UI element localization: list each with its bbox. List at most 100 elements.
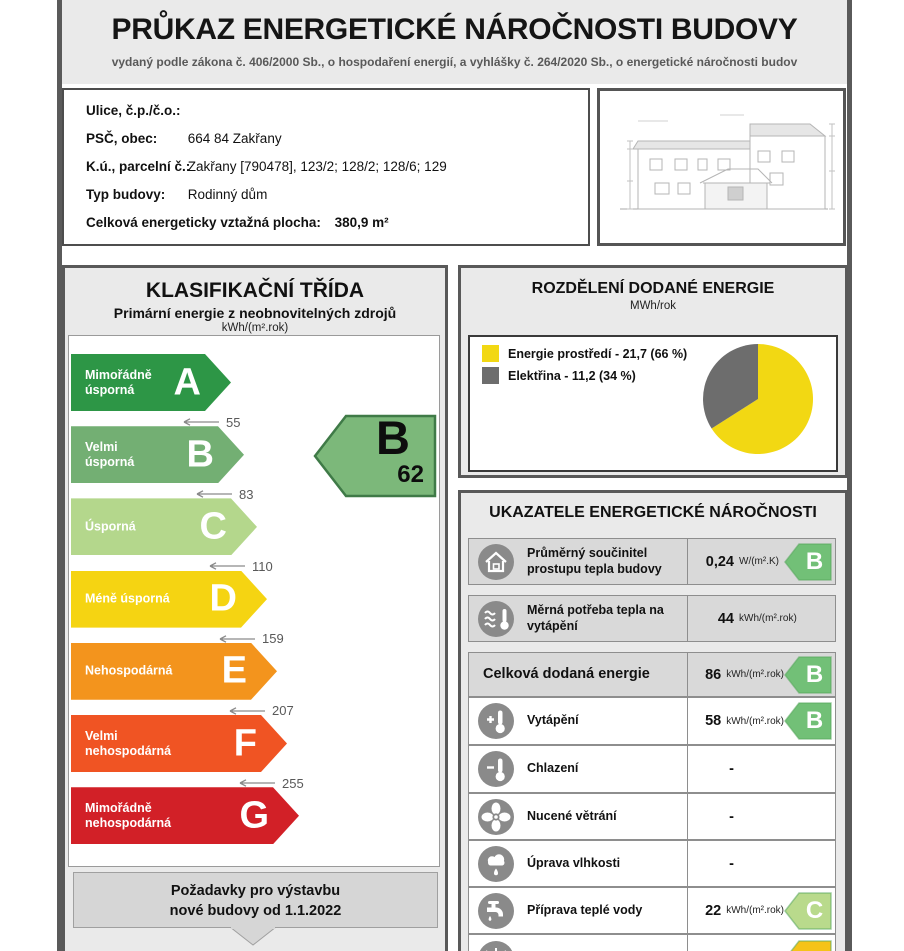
indicator-label: Měrná potřeba tepla na vytápění (527, 602, 664, 633)
info-value: 664 84 Zakřany (187, 131, 282, 146)
info-row: Ulice, č.p./č.o.: (86, 103, 588, 119)
row-divider (687, 888, 688, 933)
class-description: Velmi nehospodárná (85, 728, 172, 758)
left-arrow-icon (219, 634, 255, 643)
indicators-panel: UKAZATELE ENERGETICKÉ NÁROČNOSTI Průměrn… (458, 490, 848, 951)
page-title: PRŮKAZ ENERGETICKÉ NÁROČNOSTI BUDOVY (111, 13, 798, 46)
building-class-letter: B (376, 411, 410, 464)
pie-legend: Energie prostředí - 21,7 (66 %) Elektřin… (482, 345, 687, 389)
info-value: Rodinný dům (187, 187, 268, 202)
indicator-label: Příprava teplé vody (527, 902, 643, 917)
requirements-line-2: nové budovy od 1.1.2022 (169, 903, 342, 919)
indicator-row: Průměrný součinitel prostupu tepla budov… (468, 538, 836, 585)
indicator-value-cell: - (688, 841, 835, 886)
energy-split-unit: MWh/rok (630, 300, 676, 312)
rating-badge: B (784, 655, 832, 694)
page-frame-right (847, 0, 852, 951)
info-row: K.ú., parcelní č.: Zakřany [790478], 123… (86, 159, 588, 175)
row-divider (687, 746, 688, 792)
building-drawing-box (597, 88, 846, 246)
thermometer-plus-icon (478, 703, 514, 739)
left-arrow-icon (239, 779, 275, 787)
rating-badge (784, 940, 832, 951)
class-threshold: 255 (233, 775, 304, 791)
rating-badge: C (784, 891, 832, 930)
class-arrow-c: Úsporná C (71, 498, 257, 555)
requirements-pointer-icon (230, 927, 276, 946)
class-arrow-d: Méně úsporná D (71, 571, 267, 628)
left-arrow-icon (209, 562, 245, 571)
pie-slice (711, 344, 814, 454)
indicator-value-cell: 58 kWh/(m².rok) B (688, 698, 835, 744)
class-description: Nehospodárná (85, 663, 173, 678)
indicator-value: 22 (705, 902, 722, 919)
indicators-title: UKAZATELE ENERGETICKÉ NÁROČNOSTI (489, 504, 817, 521)
classification-scale: Mimořádně úsporná A 55 Velmi úsporná B 8… (68, 335, 440, 867)
class-description: Mimořádně úsporná (85, 367, 152, 397)
indicator-value-cell (688, 935, 835, 951)
lightbulb-icon (478, 941, 514, 951)
row-divider (687, 794, 688, 839)
pie-slice (703, 344, 758, 429)
indicator-label: Vytápění (527, 713, 579, 728)
classification-title: KLASIFIKAČNÍ TŘÍDA (145, 279, 365, 302)
class-description: Velmi úsporná (85, 439, 135, 469)
pie-chart (702, 343, 814, 455)
indicator-unit: kWh/(m².rok) (726, 669, 784, 680)
rating-badge-letter: C (805, 896, 824, 924)
class-arrow-a: Mimořádně úsporná A (71, 354, 231, 411)
page-subtitle: vydaný podle zákona č. 406/2000 Sb., o h… (111, 55, 798, 69)
indicator-row: Měrná potřeba tepla na vytápění 44 kWh/(… (468, 595, 836, 642)
class-arrow-e: Nehospodárná E (71, 643, 277, 700)
class-letter: D (209, 577, 237, 620)
class-description: Mimořádně nehospodárná (85, 800, 172, 830)
info-label: Ulice, č.p./č.o.: (86, 103, 181, 118)
indicator-row: Chlazení - (468, 745, 836, 793)
rating-badge-letter: B (805, 707, 824, 734)
legend-label: Energie prostředí - 21,7 (66 %) (508, 346, 688, 361)
indicator-value: 86 (705, 666, 722, 683)
threshold-value: 159 (262, 631, 284, 647)
indicator-value: 44 (717, 610, 734, 627)
indicator-value-cell: - (688, 794, 835, 839)
building-elevation-drawing (620, 114, 835, 210)
indicator-value: 0,24 (705, 553, 734, 570)
row-divider (687, 539, 688, 584)
row-divider (687, 841, 688, 886)
class-letter: C (199, 505, 227, 548)
row-divider (687, 935, 688, 951)
threshold-value: 255 (282, 775, 304, 791)
page-frame-left (57, 0, 62, 951)
row-divider (687, 653, 688, 696)
legend-swatch (482, 367, 499, 384)
indicator-unit: kWh/(m².rok) (726, 905, 784, 916)
class-letter: A (173, 361, 201, 403)
class-threshold: 110 (203, 558, 273, 574)
indicator-row: Celková dodaná energie 86 kWh/(m².rok) B (468, 652, 836, 697)
indicator-label: Průměrný součinitel prostupu tepla budov… (527, 545, 662, 576)
building-info-box: Ulice, č.p./č.o.: PSČ, obec: 664 84 Zakř… (62, 88, 590, 246)
class-letter: G (239, 794, 269, 837)
legend-label: Elektřina - 11,2 (34 %) (508, 368, 636, 383)
indicator-value: 58 (705, 713, 722, 729)
class-letter: E (221, 649, 247, 692)
legend-item: Elektřina - 11,2 (34 %) (482, 367, 687, 384)
requirements-line-1: Požadavky pro výstavbu (170, 883, 341, 899)
info-label: PSČ, obec: (86, 131, 158, 146)
class-arrow-g: Mimořádně nehospodárná G (71, 787, 299, 844)
house-icon (478, 543, 514, 580)
rating-badge: B (784, 542, 832, 581)
indicator-label: Nucené větrání (527, 808, 617, 823)
indicator-label: Celková dodaná energie (483, 666, 650, 683)
indicator-value-cell: 0,24 W/(m².K) B (688, 539, 835, 584)
energy-split-chart-box: Energie prostředí - 21,7 (66 %) Elektřin… (468, 335, 838, 472)
heat-waves-icon (478, 600, 514, 637)
threshold-value: 110 (252, 558, 273, 574)
classification-subtitle: Primární energie z neobnovitelných zdroj… (113, 305, 397, 321)
energy-split-title: ROZDĚLENÍ DODANÉ ENERGIE (531, 280, 775, 297)
indicator-row: Příprava teplé vody 22 kWh/(m².rok) C (468, 887, 836, 934)
indicator-row: Nucené větrání - (468, 793, 836, 840)
classification-unit: kWh/(m².rok) (221, 322, 289, 334)
energy-split-panel: ROZDĚLENÍ DODANÉ ENERGIE MWh/rok Energie… (458, 265, 848, 478)
indicator-row: Vytápění 58 kWh/(m².rok) B (468, 697, 836, 745)
